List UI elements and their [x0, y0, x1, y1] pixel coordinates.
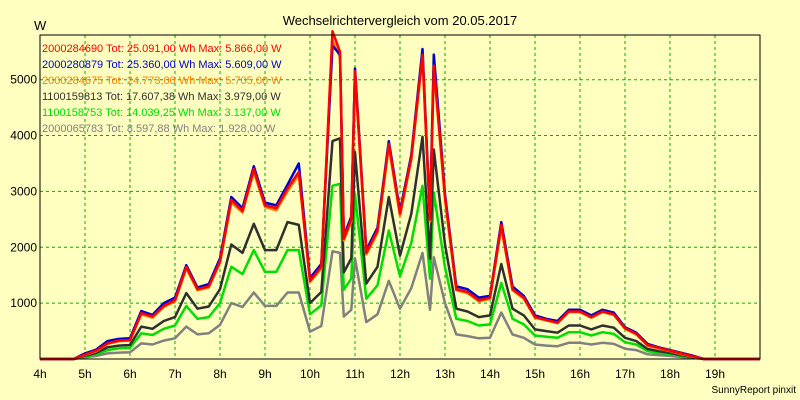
legend-entry: 2000284690 Tot: 25.091,00 Wh Max: 5.866,… — [42, 43, 282, 55]
x-tick-label: 13h — [435, 367, 455, 381]
x-tick-label: 6h — [123, 367, 136, 381]
series-line — [40, 30, 760, 361]
legend-entry: 2000284675 Tot: 24.773,00 Wh Max: 5.705,… — [42, 75, 282, 87]
legend: 2000284690 Tot: 25.091,00 Wh Max: 5.866,… — [42, 43, 282, 135]
x-tick-label: 11h — [345, 367, 364, 381]
x-tick-label: 14h — [480, 367, 500, 381]
x-tick-label: 9h — [258, 367, 271, 381]
x-tick-label: 17h — [615, 367, 635, 381]
y-axis-labels: 1000 2000 3000 4000 5000 — [10, 73, 37, 310]
x-tick-label: 15h — [525, 367, 545, 381]
legend-entry: 1100159813 Tot: 17.607,38 Wh Max: 3.979,… — [42, 91, 281, 103]
x-tick-label: 19h — [705, 367, 725, 381]
y-tick-label: 5000 — [10, 73, 37, 87]
y-tick-label: 1000 — [10, 296, 37, 310]
x-tick-label: 12h — [390, 367, 410, 381]
legend-entry: 1100158753 Tot: 14.039,25 Wh Max: 3.137,… — [42, 107, 281, 119]
x-tick-label: 18h — [660, 367, 680, 381]
y-tick-label: 3000 — [10, 184, 37, 198]
series-line — [40, 182, 760, 361]
legend-entry: 2000065783 Tot: 8.597,88 Wh Max: 1.928,0… — [42, 123, 276, 135]
chart-title: Wechselrichtervergleich vom 20.05.2017 — [283, 13, 518, 28]
x-tick-label: 10h — [300, 367, 320, 381]
series-lines — [40, 30, 760, 361]
series-line — [40, 135, 760, 361]
y-axis-unit: W — [34, 18, 47, 33]
grid — [40, 35, 760, 359]
legend-entry: 2000280879 Tot: 25.360,00 Wh Max: 5.609,… — [42, 59, 282, 71]
x-tick-label: 5h — [78, 367, 91, 381]
x-tick-label: 7h — [168, 367, 181, 381]
x-tick-label: 8h — [213, 367, 226, 381]
y-tick-label: 4000 — [10, 129, 37, 143]
x-tick-label: 4h — [33, 367, 46, 381]
series-line — [40, 250, 760, 361]
footer-credit: SunnyReport pinxit — [712, 385, 797, 396]
y-tick-label: 2000 — [10, 240, 37, 254]
x-axis-labels: 4h 5h 6h 7h 8h 9h 10h 11h 12h 13h 14h 15h 16h 17h 18h 1… — [33, 367, 725, 381]
x-tick-label: 16h — [570, 367, 590, 381]
plot-frame — [39, 34, 761, 360]
